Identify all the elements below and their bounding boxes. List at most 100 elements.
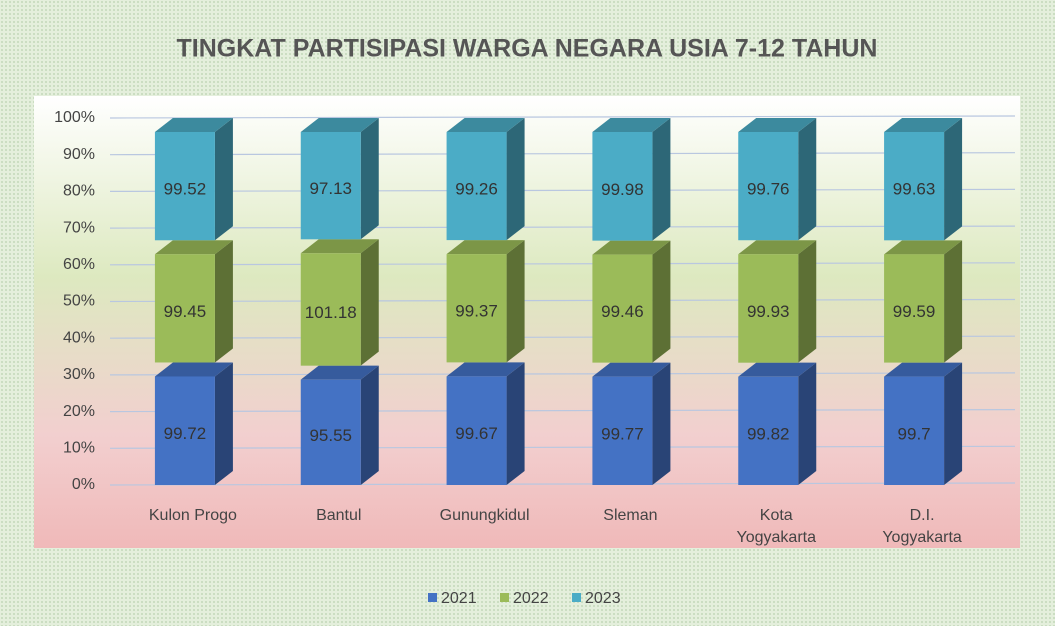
bar	[300, 253, 361, 366]
data-label: 99.63	[893, 180, 936, 199]
bar	[154, 376, 215, 485]
bar-side	[506, 118, 525, 241]
bar-top	[154, 118, 233, 132]
bar-side	[360, 239, 379, 366]
bar-top	[154, 362, 233, 377]
grid-line	[109, 188, 1016, 192]
data-label: 101.18	[305, 303, 357, 322]
grid-line	[109, 409, 1016, 413]
x-tick-label: Bantul	[316, 507, 362, 524]
data-label: 99.93	[747, 302, 790, 321]
bar-side	[214, 240, 233, 363]
data-label: 97.13	[309, 179, 352, 198]
bar	[154, 254, 215, 363]
bar	[884, 254, 945, 363]
grid-line	[109, 482, 1016, 486]
x-tick-label: D.I. Yogyakarta	[882, 507, 962, 546]
bar-side	[506, 362, 525, 485]
data-label: 99.59	[893, 302, 936, 321]
data-label: 99.72	[164, 424, 207, 443]
grid-line	[109, 152, 1016, 156]
data-label: 99.98	[601, 180, 644, 199]
y-tick-label: 90%	[63, 146, 95, 163]
x-tick-label: Kota Yogyakarta	[736, 507, 816, 546]
legend-swatch	[572, 593, 581, 602]
data-label: 99.82	[747, 424, 790, 443]
data-label: 99.67	[455, 424, 498, 443]
bar	[154, 132, 215, 241]
grid-line	[109, 445, 1016, 449]
data-label: 99.77	[601, 424, 644, 443]
y-tick-label: 40%	[63, 329, 95, 346]
bar-top	[300, 118, 379, 132]
bar-side	[214, 362, 233, 485]
bar-top	[300, 365, 379, 380]
legend-swatch	[428, 593, 437, 602]
y-tick-label: 80%	[63, 183, 95, 200]
bar-top	[154, 240, 233, 255]
bar	[446, 376, 507, 485]
bar-top	[446, 362, 525, 377]
bar	[300, 132, 361, 240]
grid-line	[109, 335, 1016, 339]
bar-top	[300, 239, 379, 254]
x-tick-label: Gunungkidul	[439, 507, 530, 524]
bar-side	[652, 118, 671, 241]
bar-top	[592, 240, 671, 255]
data-label: 99.45	[164, 302, 207, 321]
bar	[300, 379, 361, 485]
grid-line	[109, 225, 1016, 229]
bar-side	[944, 240, 963, 363]
bar-top	[884, 362, 963, 377]
bar	[592, 254, 653, 363]
y-tick-label: 20%	[63, 403, 95, 420]
bar-top	[592, 118, 671, 132]
bar-side	[798, 362, 817, 485]
legend-label: 2021	[441, 590, 477, 607]
bar	[592, 376, 653, 485]
bar-side	[944, 362, 963, 485]
bar-top	[738, 362, 817, 377]
bar-side	[506, 240, 525, 363]
y-tick-label: 30%	[63, 366, 95, 383]
bar-side	[360, 118, 379, 240]
y-tick-label: 70%	[63, 219, 95, 236]
y-tick-label: 10%	[63, 440, 95, 457]
bar-side	[652, 240, 671, 363]
bar-side	[798, 118, 817, 241]
bar-top	[738, 240, 817, 255]
bar-side	[944, 118, 963, 241]
bar-top	[738, 118, 817, 132]
legend-label: 2022	[513, 590, 549, 607]
bar	[738, 376, 799, 485]
data-label: 99.7	[898, 424, 931, 443]
grid-line	[109, 298, 1016, 303]
data-label: 95.55	[309, 426, 352, 445]
data-label: 99.52	[164, 180, 207, 199]
grid-line	[109, 262, 1016, 266]
bar	[592, 132, 653, 241]
bar-top	[446, 240, 525, 255]
bar	[446, 254, 507, 363]
grid-line	[109, 372, 1016, 376]
y-tick-label: 100%	[54, 109, 95, 126]
bar-side	[214, 118, 233, 241]
y-tick-label: 0%	[72, 476, 95, 493]
y-tick-label: 60%	[63, 256, 95, 273]
data-label: 99.46	[601, 302, 644, 321]
bar	[446, 132, 507, 241]
bar	[884, 132, 945, 241]
data-label: 99.37	[455, 302, 498, 321]
bar	[738, 254, 799, 363]
grid-line	[109, 115, 1016, 119]
bar-top	[446, 118, 525, 132]
bar-top	[884, 240, 963, 255]
x-tick-label: Sleman	[603, 507, 658, 524]
legend-label: 2023	[585, 590, 621, 607]
chart-title: TINGKAT PARTISIPASI WARGA NEGARA USIA 7-…	[177, 35, 878, 63]
legend-swatch	[500, 593, 509, 602]
bar-top	[592, 362, 671, 377]
bar	[884, 376, 945, 485]
